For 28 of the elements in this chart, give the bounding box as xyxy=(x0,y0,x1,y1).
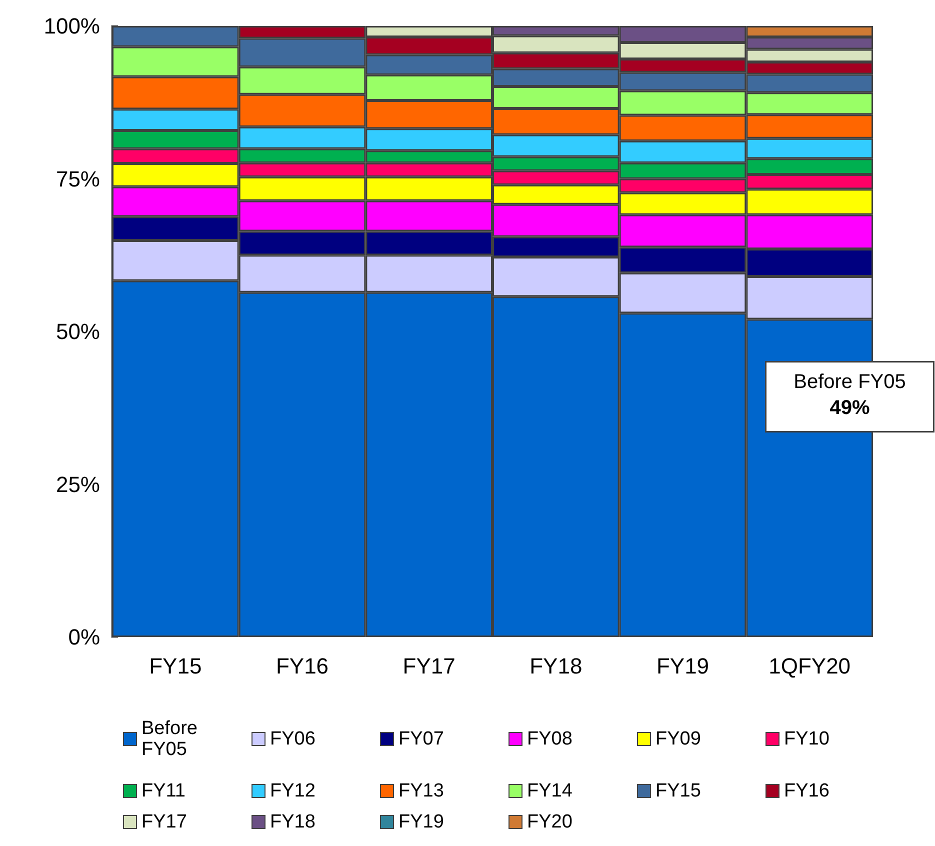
legend-label: Before FY05 xyxy=(142,718,203,760)
legend-label: FY17 xyxy=(142,812,187,832)
legend-label: FY07 xyxy=(398,728,444,750)
annotation: Before FY05 49% xyxy=(794,370,906,419)
legend-label: FY13 xyxy=(398,780,444,802)
legend-label: FY08 xyxy=(527,728,572,750)
legend-label: FY11 xyxy=(142,780,186,802)
legend-label: FY14 xyxy=(527,780,573,802)
y-tick-label: 75% xyxy=(56,166,100,192)
y-tick-label: 100% xyxy=(44,14,100,38)
legend-label: FY15 xyxy=(656,780,701,802)
y-tick-label: 50% xyxy=(56,319,100,344)
legend-label: FY09 xyxy=(656,728,701,750)
x-tick-label: FY17 xyxy=(402,654,456,678)
legend-label: FY16 xyxy=(784,780,830,802)
legend-label: FY18 xyxy=(270,812,316,832)
legend-label: FY20 xyxy=(527,812,572,832)
x-tick-label: FY16 xyxy=(276,654,329,678)
x-tick-label: FY19 xyxy=(656,654,710,678)
legend-label: FY19 xyxy=(398,812,444,832)
y-tick-label: 25% xyxy=(56,472,100,497)
x-tick-label: FY15 xyxy=(149,654,202,678)
x-tick-label: FY18 xyxy=(530,654,582,678)
y-tick-label: 0% xyxy=(68,624,100,650)
legend-label: FY06 xyxy=(270,728,316,750)
x-tick-label: 1QFY20 xyxy=(768,654,851,678)
legend-label: FY12 xyxy=(270,780,316,802)
legend-label: FY10 xyxy=(784,728,830,750)
